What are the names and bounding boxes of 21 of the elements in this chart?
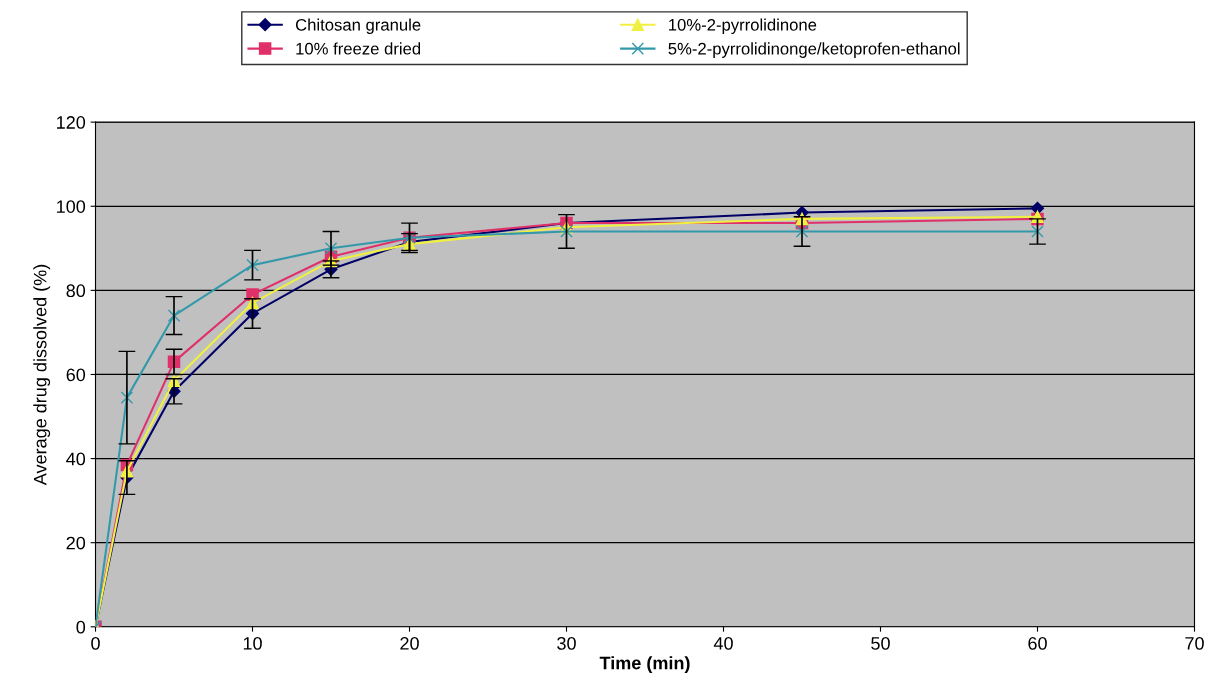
legend-label: 10%-2-pyrrolidinone (669, 18, 817, 35)
x-tick-label: 60 (1028, 637, 1047, 650)
legend-label: Chitosan granule (295, 18, 421, 35)
x-tick-label: 30 (557, 637, 576, 650)
x-tick-label: 0 (91, 637, 100, 650)
y-tick-label: 60 (66, 368, 86, 382)
x-tick-label: 10 (243, 637, 262, 650)
legend-label: 5%-2-pyrrolidinonge/ketoprofen-ethanol (668, 42, 960, 58)
y-tick-label: 120 (57, 116, 86, 129)
y-tick-label: 100 (57, 200, 86, 213)
y-tick-label: 40 (66, 452, 86, 466)
x-tick-label: 50 (871, 637, 890, 650)
x-axis-title: Time (min) (599, 656, 690, 673)
y-axis-title: Average drug dissolved (%) (33, 264, 51, 486)
x-tick-label: 40 (713, 637, 733, 650)
x-tick-label: 70 (1185, 637, 1204, 650)
y-tick-label: 20 (66, 536, 86, 550)
y-tick-label: 80 (66, 284, 86, 298)
legend-label: 10% freeze dried (296, 42, 421, 55)
y-tick-label: 0 (76, 620, 86, 634)
x-tick-label: 20 (400, 637, 419, 650)
